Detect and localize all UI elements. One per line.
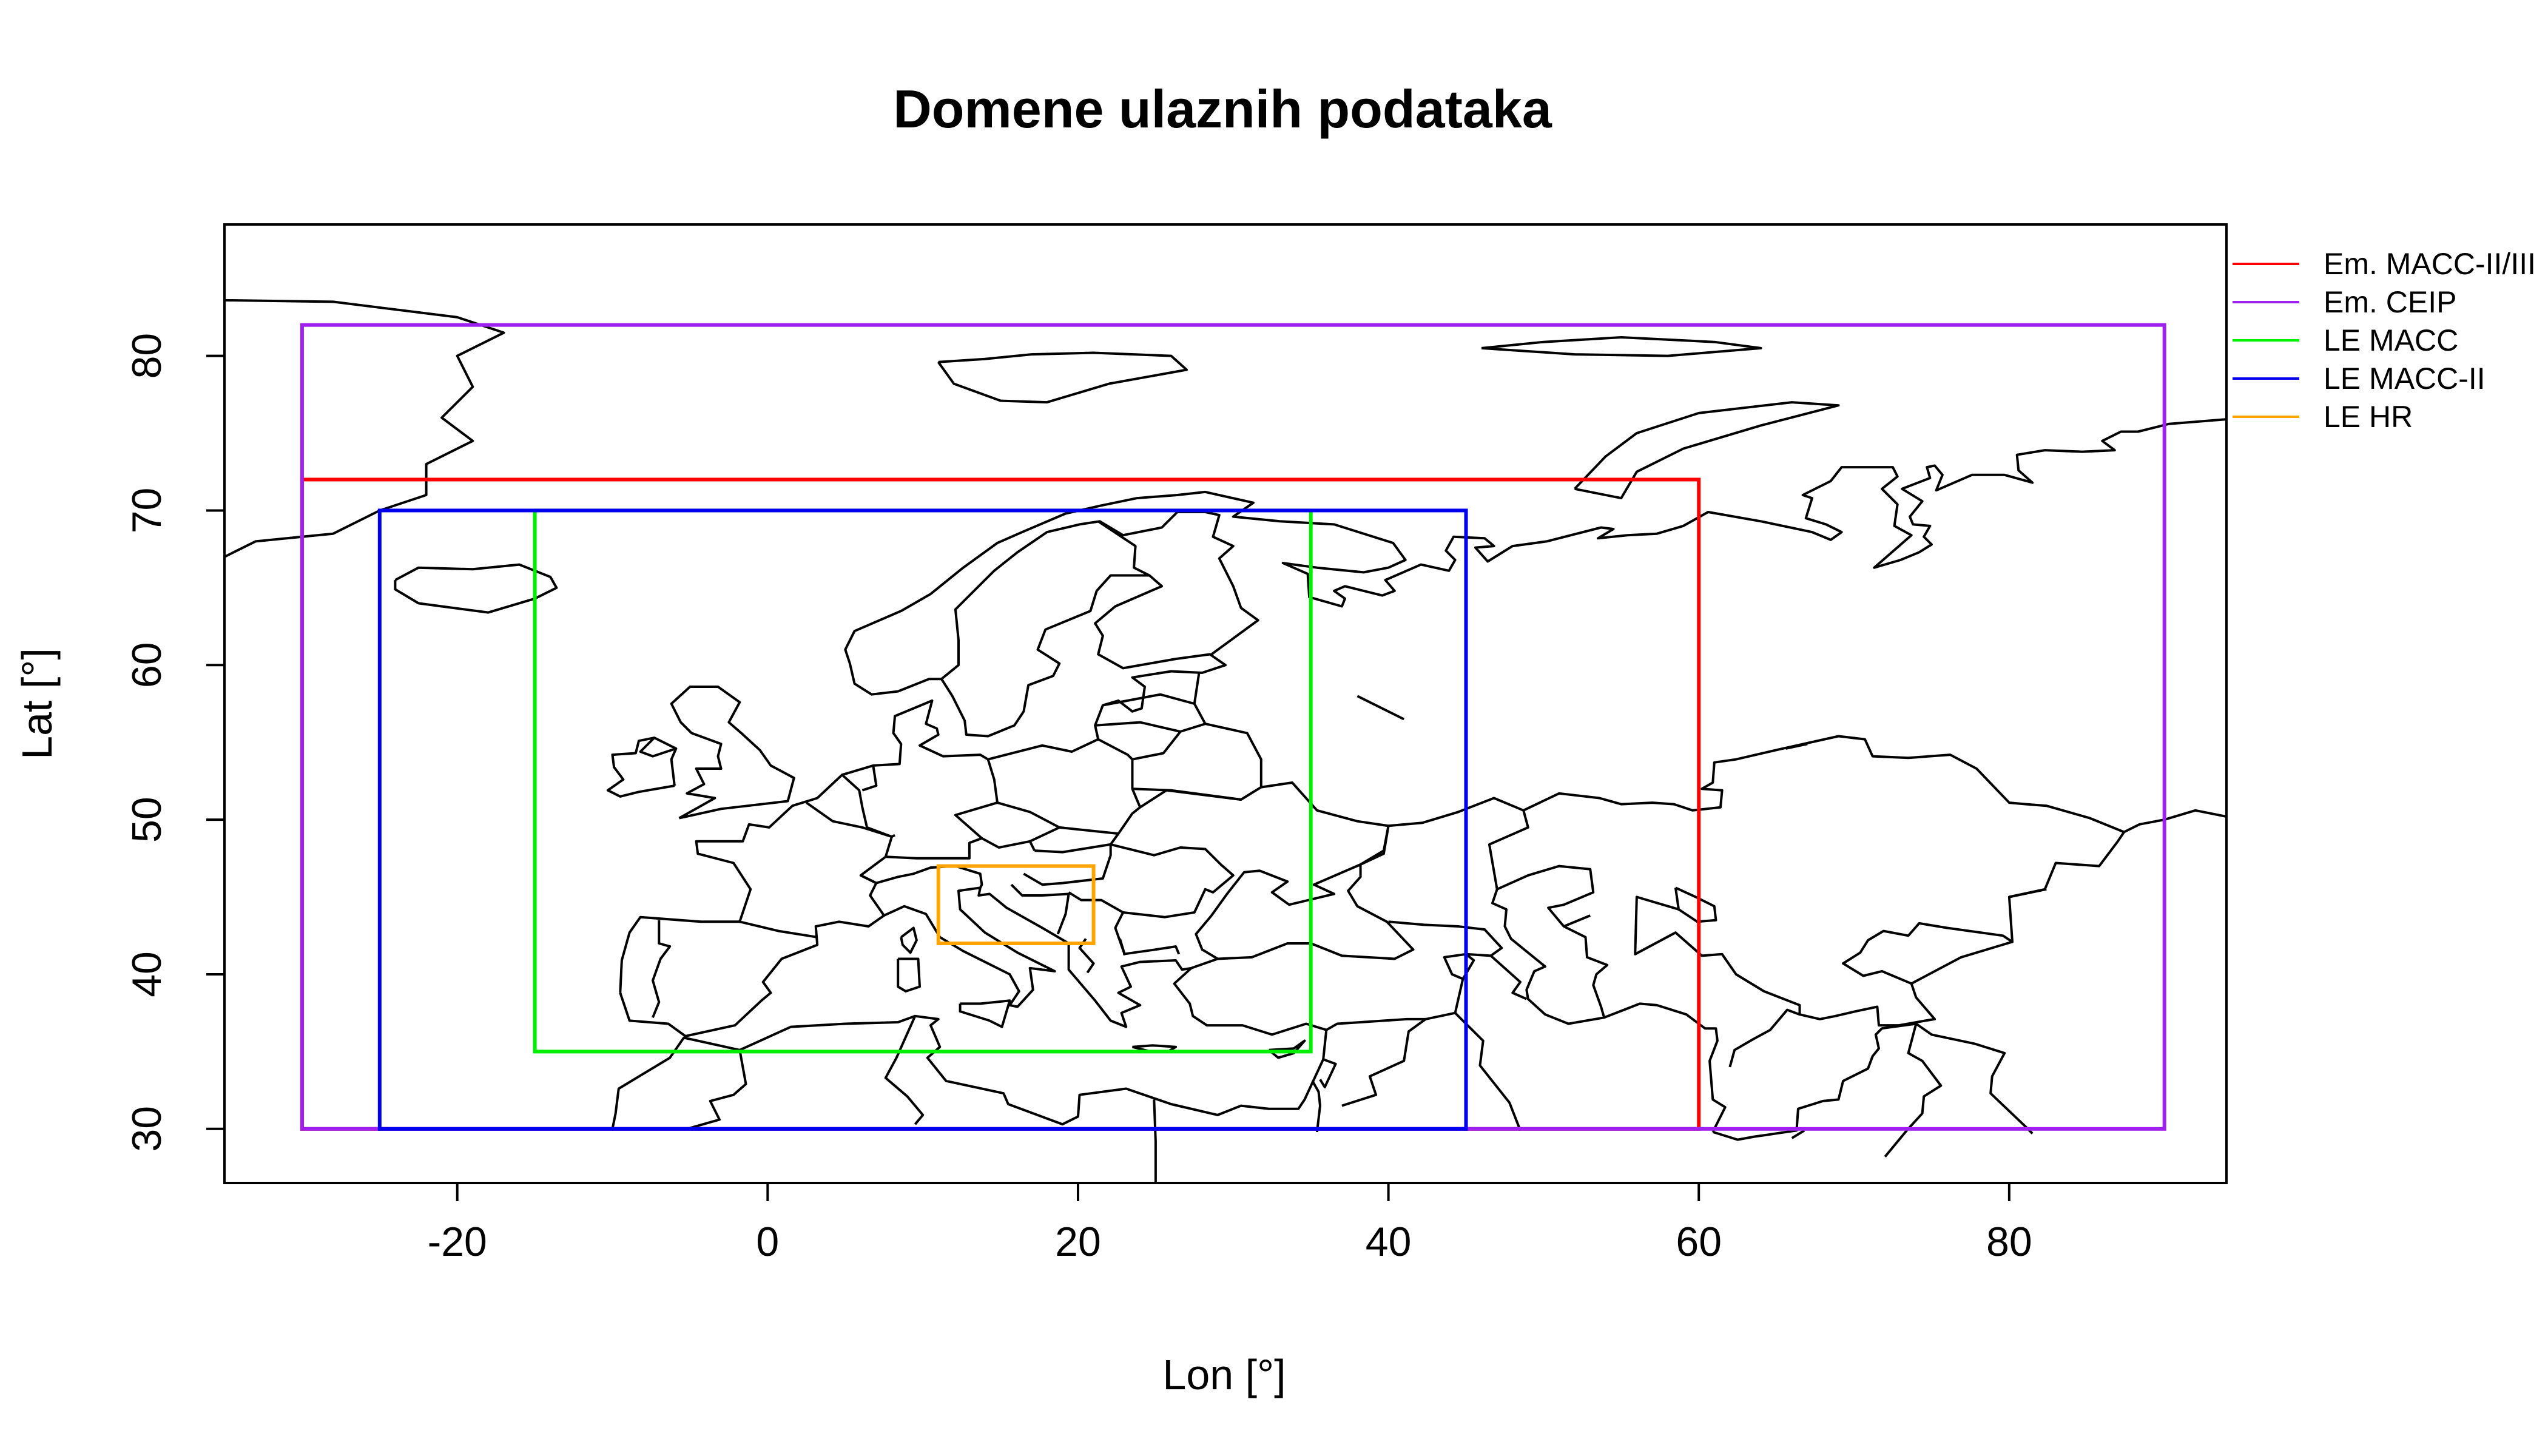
domain-rect-5 (936, 864, 1096, 946)
y-tick-label: 40 (124, 951, 170, 997)
map-outline (1563, 914, 1591, 928)
x-tick-label: 80 (1986, 1219, 2032, 1265)
y-axis: 30 40 50 60 70 80 (124, 333, 226, 1152)
map-outline (1023, 844, 1112, 886)
map-outline (652, 920, 672, 1019)
y-tick-label: 50 (124, 797, 170, 843)
map-outline (1132, 787, 1241, 801)
legend-label: Em. CEIP (2324, 285, 2456, 319)
map-outline (937, 351, 1188, 404)
legend: Em. MACC-II/III Em. CEIP LE MACC LE MACC-II… (2233, 247, 2536, 434)
map-outline (1097, 520, 1150, 577)
map-outline (1341, 1018, 1427, 1107)
map-outline (739, 920, 818, 939)
x-tick-label: 60 (1676, 1219, 1722, 1265)
map-outline (1094, 721, 1181, 733)
legend-label: LE HR (2324, 400, 2413, 434)
map-outline (1205, 723, 1262, 787)
map-outline (1357, 695, 1405, 721)
map-outline (670, 686, 795, 820)
map-outline (1268, 1039, 1306, 1059)
map-outline (619, 418, 2226, 993)
chart-title: Domene ulaznih podataka (893, 79, 1552, 139)
map-outline (1791, 1129, 1805, 1139)
map-outline (224, 298, 505, 558)
y-tick-label: 60 (124, 642, 170, 688)
map-outline (1153, 1099, 1157, 1183)
map-outline (394, 563, 558, 614)
map-outline (1454, 1012, 1522, 1131)
map-outline (841, 774, 896, 838)
map-outline (940, 511, 1259, 680)
legend-label: Em. MACC-II/III (2324, 247, 2536, 281)
map-outline (1102, 693, 1195, 707)
map-outline (1034, 832, 1120, 854)
legend-label: LE MACC-II (2324, 362, 2486, 396)
y-tick-label: 30 (124, 1106, 170, 1152)
map-outline (639, 736, 677, 758)
x-axis-label: Lon [°] (1162, 1351, 1286, 1398)
map-outline (885, 837, 1036, 860)
map-outline (1785, 743, 1808, 750)
map-outline (1523, 735, 2126, 985)
map-outline (1319, 1058, 1337, 1088)
x-tick-label: 40 (1366, 1219, 1412, 1265)
map-outline (1491, 864, 1609, 1025)
map-outline (686, 1050, 747, 1130)
map-outline (897, 957, 921, 993)
x-tick-label: -20 (428, 1219, 487, 1265)
coastline-borders-layer (224, 298, 2226, 1183)
map-outline (611, 863, 1415, 1130)
map-outline (1481, 336, 1762, 357)
map-outline (1311, 1080, 1321, 1133)
map-outline (2009, 888, 2047, 898)
map-outline (1712, 1022, 2034, 1141)
map-outline (1634, 895, 1936, 1027)
domain-rectangles (300, 323, 2166, 1131)
y-tick-label: 80 (124, 333, 170, 379)
map-outline (1132, 672, 1207, 761)
y-axis-label: Lat [°] (13, 648, 61, 760)
map-outline (860, 864, 983, 889)
map-outline (959, 999, 1011, 1028)
legend-label: LE MACC (2324, 323, 2458, 357)
map-outline (1122, 945, 1181, 956)
x-tick-label: 0 (756, 1219, 779, 1265)
map-outline (1110, 843, 1235, 918)
x-axis: -20 0 20 40 60 80 (428, 1182, 2032, 1265)
map-outline (900, 926, 918, 954)
map-outline (1010, 883, 1070, 935)
map-outline (997, 738, 1142, 835)
x-tick-label: 20 (1055, 1219, 1101, 1265)
map-outline (1636, 895, 1679, 911)
map-outline (1490, 954, 1528, 1000)
map-outline (1728, 1008, 1801, 1068)
y-tick-label: 70 (124, 488, 170, 534)
domain-rect-4 (377, 508, 1468, 1131)
map-outline (1326, 920, 1503, 1031)
map-outline (1360, 797, 1529, 890)
map-outline (861, 765, 878, 792)
map-outline (1029, 826, 1060, 843)
map-outline (1603, 1002, 1727, 1133)
